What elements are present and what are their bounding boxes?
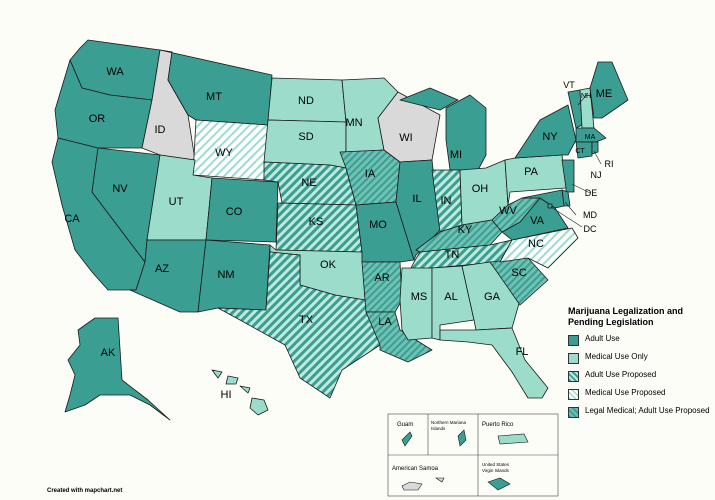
- territory-guam: [401, 431, 413, 447]
- territory-label-guam: Guam: [397, 422, 413, 428]
- state-label-ri: RI: [605, 159, 614, 169]
- state-label-ks: KS: [309, 216, 324, 228]
- state-label-nm: NM: [217, 269, 234, 281]
- state-la: [365, 311, 433, 363]
- territory-label-vi-2: Virgin Islands: [482, 468, 510, 473]
- legend-swatch: [568, 389, 579, 400]
- state-label-al: AL: [444, 291, 457, 303]
- state-ak: [64, 317, 171, 421]
- legend-label: Medical Use Proposed: [585, 388, 666, 397]
- state-label-ia: IA: [365, 168, 376, 180]
- legend-label: Adult Use Proposed: [585, 370, 657, 379]
- state-label-ny: NY: [542, 131, 558, 143]
- state-label-ga: GA: [484, 291, 501, 303]
- legend-item: Medical Use Proposed: [568, 388, 710, 400]
- state-nj: [561, 159, 575, 193]
- state-label-tx: TX: [299, 314, 314, 326]
- state-label-il: IL: [412, 193, 421, 205]
- state-label-wi: WI: [399, 132, 412, 144]
- state-me: [589, 61, 629, 119]
- territory-label-nmi-1: Northern Mariana: [431, 420, 467, 425]
- state-label-de: DE: [585, 188, 598, 198]
- state-label-nh: NH: [581, 93, 591, 100]
- state-label-pa: PA: [524, 166, 539, 178]
- territories-inset: [387, 413, 559, 497]
- state-ar: [361, 261, 403, 313]
- legend-swatch: [568, 353, 579, 364]
- state-label-ut: UT: [169, 196, 184, 208]
- state-hi: [211, 369, 269, 416]
- state-label-ak: AK: [101, 347, 116, 359]
- state-label-wy: WY: [215, 147, 233, 159]
- legend-swatch: [568, 335, 579, 346]
- state-tx: [217, 251, 381, 399]
- legend-item: Adult Use: [568, 334, 710, 346]
- legend-title: Marijuana Legalization and Pending Legis…: [568, 306, 684, 327]
- legend-item: Adult Use Proposed: [568, 370, 710, 382]
- state-label-nd: ND: [298, 95, 314, 107]
- territory-label-pr: Puerto Rico: [482, 422, 514, 428]
- legend-label: Medical Use Only: [585, 352, 648, 361]
- state-label-va: VA: [530, 215, 545, 227]
- state-label-mn: MN: [345, 117, 362, 129]
- territory-vi: [487, 477, 511, 491]
- state-label-nc: NC: [528, 238, 544, 250]
- state-ms: [399, 267, 433, 341]
- state-label-hi: HI: [221, 389, 232, 401]
- state-label-or: OR: [89, 113, 106, 125]
- state-label-nv: NV: [112, 183, 128, 195]
- legend-swatch: [568, 371, 579, 382]
- state-label-me: ME: [596, 88, 613, 100]
- territory-as: [401, 477, 445, 491]
- state-md: [521, 189, 565, 209]
- state-label-ok: OK: [320, 259, 337, 271]
- state-label-mo: MO: [369, 219, 387, 231]
- state-ma: [575, 127, 607, 143]
- state-fl: [439, 327, 549, 399]
- legend-label: Legal Medical; Adult Use Proposed: [585, 406, 710, 415]
- state-label-mi: MI: [450, 149, 462, 161]
- state-label-az: AZ: [155, 263, 169, 275]
- state-label-wv: WV: [499, 205, 517, 217]
- state-label-mt: MT: [206, 91, 222, 103]
- state-label-oh: OH: [472, 183, 489, 195]
- state-mi: [399, 87, 487, 171]
- state-label-vt: VT: [563, 80, 575, 90]
- state-label-nj: NJ: [591, 170, 602, 180]
- credit: Created with mapchart.net: [47, 488, 123, 494]
- state-label-ne: NE: [301, 177, 316, 189]
- state-label-ky: KY: [458, 224, 473, 236]
- state-label-id: ID: [155, 124, 166, 136]
- state-ct: [575, 141, 593, 159]
- state-label-co: CO: [226, 206, 243, 218]
- territory-pr: [497, 433, 529, 445]
- state-label-dc: DC: [584, 224, 597, 234]
- state-label-md: MD: [583, 210, 597, 220]
- state-label-ct: CT: [575, 148, 585, 155]
- state-sd: [263, 119, 347, 169]
- legend-label: Adult Use: [585, 334, 620, 343]
- state-label-sc: SC: [511, 267, 526, 279]
- state-label-ca: CA: [64, 213, 80, 225]
- state-ri: [591, 141, 599, 155]
- state-label-ar: AR: [374, 272, 389, 284]
- state-label-ma: MA: [585, 134, 596, 141]
- territory-label-as: American Samoa: [392, 466, 439, 472]
- state-label-ms: MS: [411, 291, 428, 303]
- legend-item: Medical Use Only: [568, 352, 710, 364]
- legend-swatch: [568, 407, 579, 418]
- territory-nmi: [457, 429, 467, 447]
- state-label-tn: TN: [445, 249, 460, 261]
- territory-label-nmi-2: Islands: [431, 426, 446, 431]
- legend-item: Legal Medical; Adult Use Proposed: [568, 406, 710, 418]
- state-label-fl: FL: [516, 346, 529, 358]
- state-label-la: LA: [378, 316, 392, 328]
- state-label-sd: SD: [298, 131, 313, 143]
- state-il: [395, 159, 441, 261]
- state-label-in: IN: [441, 195, 452, 207]
- state-label-wa: WA: [106, 66, 124, 78]
- territory-label-vi-1: United States: [482, 462, 510, 467]
- legend: Marijuana Legalization and Pending Legis…: [568, 306, 710, 424]
